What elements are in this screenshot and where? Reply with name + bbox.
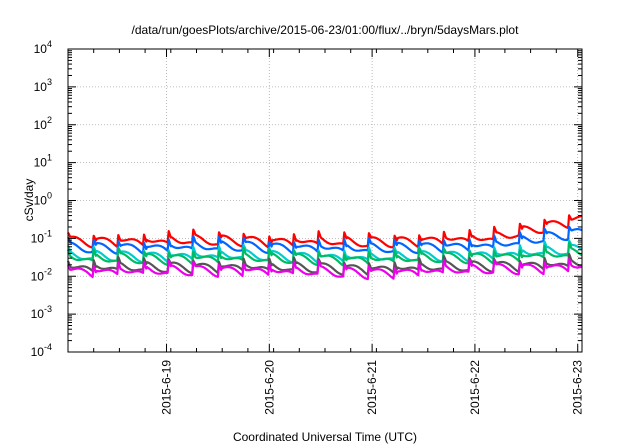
x-axis-label: Coordinated Universal Time (UTC) [233, 430, 417, 444]
series-line-1 [67, 225, 583, 255]
x-tick-label: 2015-6-21 [365, 360, 379, 415]
x-tick-label: 2015-6-19 [160, 360, 174, 415]
y-tick-label: 104 [34, 39, 52, 56]
y-tick-label: 102 [34, 115, 52, 132]
plot-frame [67, 48, 583, 353]
y-tick-label: 10-3 [31, 304, 52, 321]
series-group [66, 214, 583, 281]
series-line-0 [67, 214, 583, 249]
x-tick-label: 2015-6-20 [262, 360, 276, 415]
series-line-3 [66, 241, 583, 267]
x-tick-label: 2015-6-22 [468, 360, 482, 415]
series-line-5 [67, 258, 583, 281]
chart-title: /data/run/goesPlots/archive/2015-06-23/0… [132, 23, 520, 37]
y-tick-label: 103 [34, 77, 52, 94]
y-tick-label: 10-4 [31, 342, 52, 359]
x-tick-label: 2015-6-23 [571, 360, 585, 415]
y-tick-label: 10-2 [31, 266, 52, 283]
axis-ticks [67, 48, 583, 353]
y-tick-labels: 10-4 10-3 10-2 10-1 100 101 102 103 104 [31, 39, 52, 359]
gridlines [68, 49, 582, 352]
y-axis-label: cSv/day [22, 179, 36, 222]
y-tick-label: 101 [34, 153, 52, 170]
x-tick-labels: 2015-6-19 2015-6-20 2015-6-21 2015-6-22 2015… [160, 360, 585, 415]
y-tick-label: 100 [34, 191, 52, 208]
y-tick-label: 10-1 [31, 228, 52, 245]
